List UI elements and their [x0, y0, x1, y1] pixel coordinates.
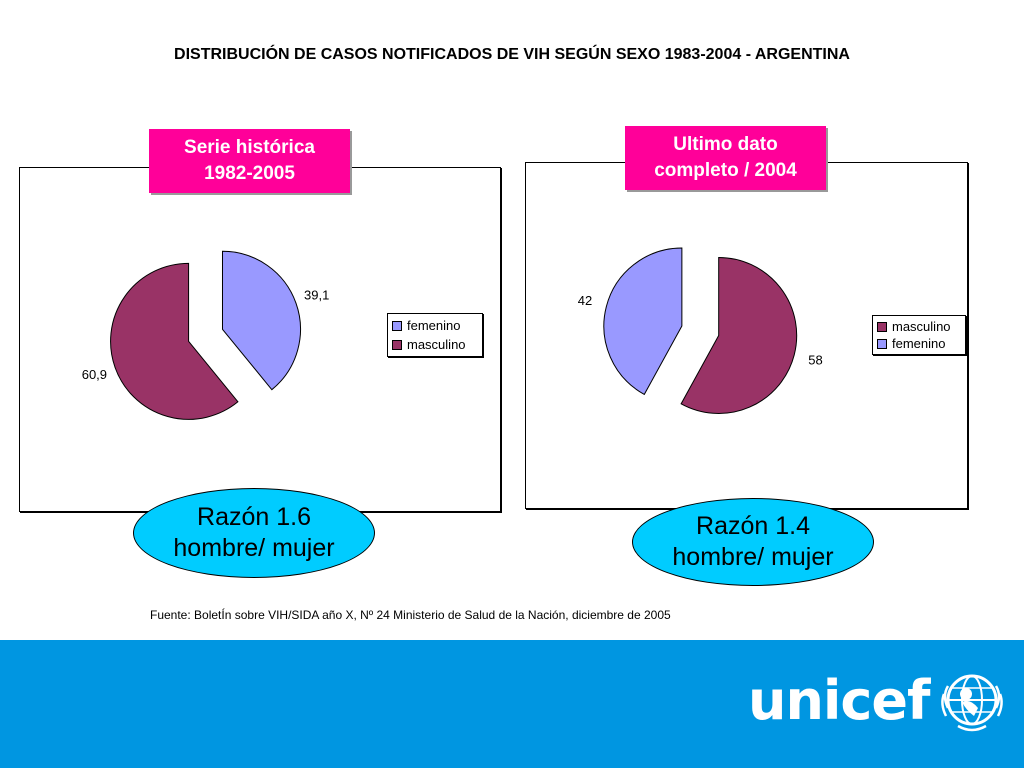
- ratio-text: Razón 1.6: [197, 503, 311, 531]
- tag-line: Ultimo dato: [673, 134, 778, 155]
- tag-line: Serie histórica: [184, 137, 315, 158]
- chart-box-2004: 58 42 masculino femenino: [525, 162, 968, 509]
- tag-2004: Ultimo dato completo / 2004: [625, 126, 826, 190]
- legend-swatch-femenino: [877, 338, 887, 349]
- pie-slice-femenino: [221, 250, 301, 391]
- ratio-ellipse-2004: Razón 1.4 hombre/ mujer: [632, 498, 874, 586]
- tag-line: completo / 2004: [654, 160, 797, 181]
- legend-swatch-masculino: [392, 339, 402, 350]
- ratio-ellipse-historic: Razón 1.6 hombre/ mujer: [133, 488, 375, 578]
- tag-historic: Serie histórica 1982-2005: [149, 129, 350, 193]
- legend-historic: femenino masculino: [387, 313, 483, 357]
- legend-swatch-femenino: [392, 320, 402, 331]
- legend-item-femenino: femenino: [877, 335, 959, 352]
- data-label-masculino: 58: [808, 352, 822, 367]
- logo-text: unicef: [748, 668, 931, 732]
- legend-2004: masculino femenino: [872, 315, 966, 355]
- ratio-text: Razón 1.4: [696, 512, 810, 540]
- legend-label: femenino: [892, 336, 946, 351]
- pie-slice-femenino: [603, 247, 683, 396]
- legend-swatch-masculino: [877, 321, 887, 332]
- unicef-emblem-icon: [940, 674, 1003, 732]
- pie-slice-masculino: [110, 262, 239, 420]
- unicef-logo: unicef: [748, 660, 1008, 740]
- legend-label: femenino: [407, 318, 461, 333]
- footer-bar: [0, 640, 1024, 768]
- data-label-masculino: 60,9: [82, 367, 107, 382]
- pie-chart-2004: 58 42: [578, 247, 823, 414]
- ratio-text: hombre/ mujer: [173, 534, 335, 562]
- data-label-femenino: 42: [578, 293, 592, 308]
- chart-box-historic: 39,1 60,9 femenino masculino: [19, 167, 501, 512]
- pie-chart-historic: 39,1 60,9: [82, 250, 329, 420]
- tag-line: 1982-2005: [204, 163, 295, 184]
- slide-title: DISTRIBUCIÓN DE CASOS NOTIFICADOS DE VIH…: [174, 46, 850, 63]
- legend-label: masculino: [892, 319, 951, 334]
- ratio-text: hombre/ mujer: [672, 543, 834, 571]
- pie-slice-masculino: [680, 256, 798, 414]
- source-note: Fuente: BoletÍn sobre VIH/SIDA año X, Nº…: [150, 608, 671, 622]
- legend-item-masculino: masculino: [392, 335, 476, 354]
- legend-item-masculino: masculino: [877, 318, 959, 335]
- data-label-femenino: 39,1: [304, 288, 329, 303]
- legend-item-femenino: femenino: [392, 316, 476, 335]
- legend-label: masculino: [407, 337, 466, 352]
